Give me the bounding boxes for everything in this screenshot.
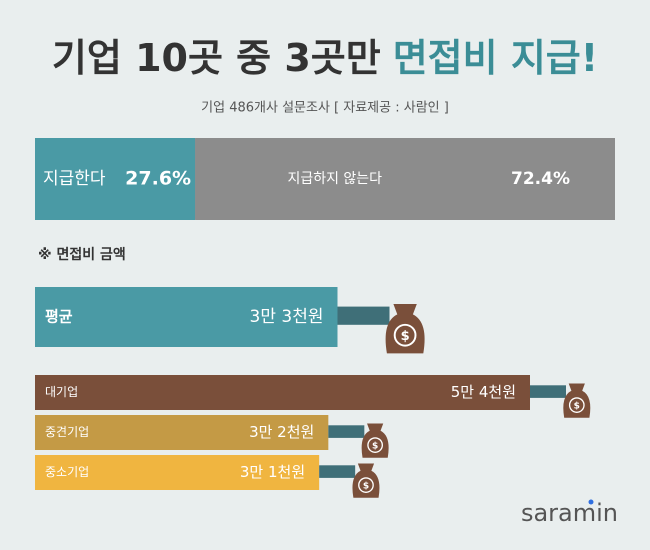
connector	[319, 465, 356, 478]
title-highlight: 면접비 지급!	[393, 36, 598, 80]
share-label: 지급하지 않는다	[287, 171, 382, 187]
amount-category: 대기업	[45, 385, 78, 399]
coin	[393, 323, 417, 347]
share-segment	[35, 138, 196, 220]
amount-value: 3만 3천원	[250, 307, 324, 327]
dollar: $	[574, 402, 580, 412]
subtitle: 기업 486개사 설문조사 [ 자료제공 : 사람인 ]	[201, 101, 449, 116]
dollar: $	[363, 482, 369, 492]
amount-value: 3만 2천원	[249, 423, 314, 441]
amount-bar	[35, 287, 338, 347]
amount-value: 5만 4천원	[451, 383, 516, 401]
share-label: 지급한다	[43, 169, 106, 189]
coin	[358, 477, 374, 493]
title: 기업 10곳 중 3곳만 면접비 지급!	[52, 36, 598, 80]
logo-dot	[588, 499, 594, 505]
amount-category: 중소기업	[45, 465, 89, 479]
amount-bar	[35, 375, 530, 410]
amount-bar	[35, 415, 329, 450]
amount-category: 중견기업	[45, 425, 89, 439]
coin	[367, 437, 384, 453]
connector	[530, 385, 566, 398]
amount-bar	[35, 455, 320, 490]
dollar: $	[401, 329, 410, 344]
connector	[337, 306, 390, 325]
coin	[568, 397, 585, 413]
section-title: ※ 면접비 금액	[38, 246, 126, 263]
dollar: $	[372, 442, 378, 452]
share-segment	[195, 138, 615, 220]
share-value: 27.6%	[125, 168, 191, 190]
connector	[328, 425, 365, 438]
share-value: 72.4%	[511, 169, 570, 189]
logo: saramin	[521, 499, 618, 527]
title-main: 기업 10곳 중 3곳만	[52, 36, 381, 80]
amount-category: 평균	[45, 308, 73, 326]
amount-value: 3만 1천원	[240, 463, 305, 481]
